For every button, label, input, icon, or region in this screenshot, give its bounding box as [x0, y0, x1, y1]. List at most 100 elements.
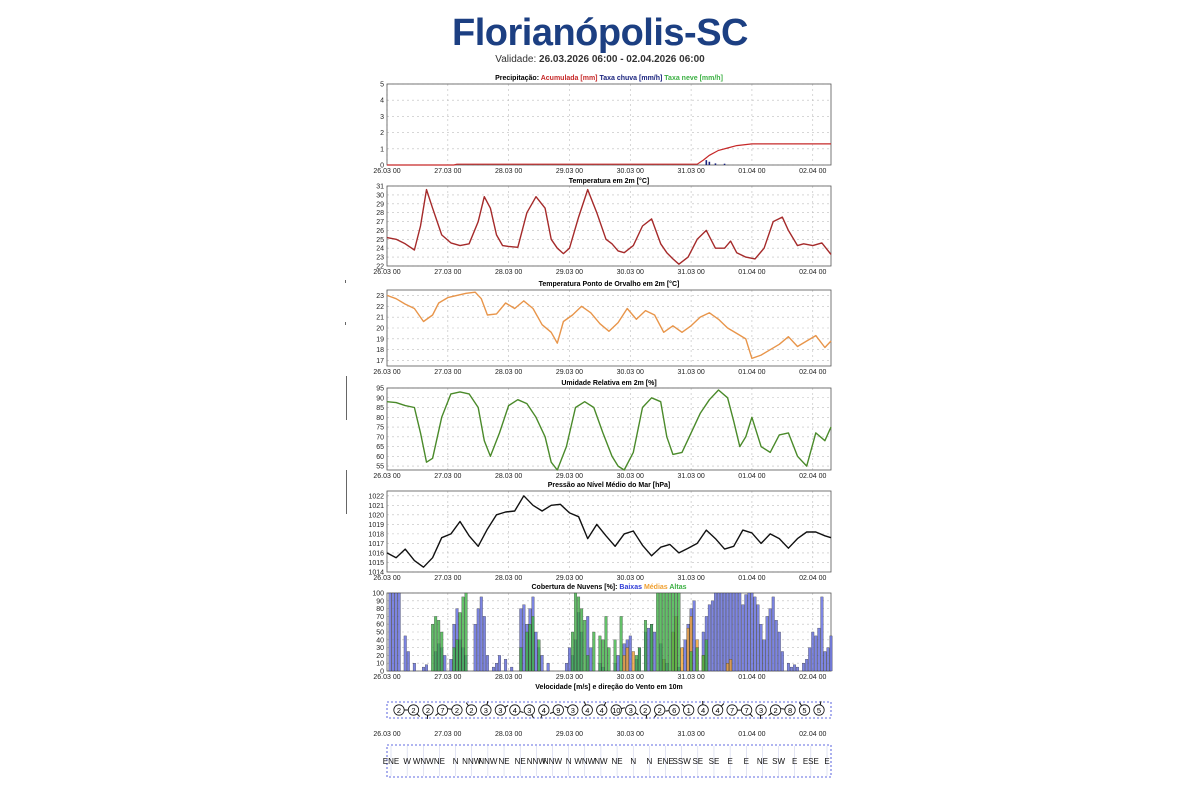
x-tick-label: 02.04 00 — [799, 575, 826, 582]
cloud-bar-médias — [625, 647, 629, 672]
wind-speed-label: 1 — [687, 706, 691, 715]
cloud-bar-altas — [519, 647, 523, 672]
x-tick-label: 30.03 00 — [617, 575, 644, 582]
cloud-bar-baixas — [753, 596, 757, 672]
wind-speed-circle — [596, 704, 608, 716]
x-tick-label: 30.03 00 — [617, 473, 644, 480]
wind-direction-arrow — [504, 704, 509, 708]
cloud-bar-baixas — [817, 627, 821, 672]
cloud-bar-baixas — [589, 647, 593, 672]
cloud-bar-altas — [662, 592, 666, 672]
wind-speed-label: 3 — [484, 706, 488, 715]
wind-direction-label: NNW — [478, 757, 498, 766]
precip-rate-bar — [723, 163, 726, 165]
cloud-bar-baixas — [732, 592, 736, 672]
cloud-bar-baixas — [790, 666, 793, 672]
wind-direction-arrow — [486, 701, 489, 706]
wind-speed-label: 2 — [411, 706, 415, 715]
x-tick-label: 02.04 00 — [799, 168, 826, 175]
cloud-bar-altas — [452, 647, 456, 672]
chart-title: Pressão ao Nível Médio do Mar [hPa] — [548, 482, 671, 489]
precip-rate-bar — [714, 163, 717, 165]
wind-direction-label: NE — [498, 757, 509, 766]
chart-title: Temperatura em 2m [°C] — [569, 177, 649, 185]
wind-speed-circle — [654, 704, 666, 716]
wind-direction-label: N — [630, 757, 636, 766]
wind-speed-label: 4 — [585, 706, 589, 715]
wind-speed-label: 3 — [498, 706, 502, 715]
wind-direction-label: ENE — [657, 757, 673, 766]
cloud-bar-altas — [619, 616, 623, 672]
y-tick-label: 1019 — [368, 522, 384, 529]
cloud-bar-baixas — [741, 604, 745, 672]
x-tick-label: 01.04 00 — [738, 731, 765, 738]
y-tick-label: 1022 — [368, 493, 384, 500]
wind-direction-label: E — [744, 757, 749, 766]
cloud-bar-altas — [665, 592, 669, 672]
cloud-bar-baixas — [735, 592, 739, 672]
cloud-bar-baixas — [759, 624, 763, 672]
cloud-bar-baixas — [771, 596, 775, 672]
wind-speed-label: 5 — [817, 706, 821, 715]
cloud-bar-baixas — [394, 592, 398, 672]
x-tick-label: 31.03 00 — [677, 269, 704, 276]
wind-speed-label: 3 — [527, 706, 531, 715]
cloud-bar-altas — [583, 620, 587, 672]
chart-title-part: Acumulada [mm] — [541, 75, 600, 82]
cloud-bar-altas — [437, 620, 441, 672]
cloud-bar-altas — [434, 616, 438, 672]
cloud-bar-altas — [644, 620, 647, 672]
cloud-bar-baixas — [391, 592, 395, 672]
y-tick-label: 22 — [376, 304, 384, 311]
cloud-bar-baixas — [473, 624, 477, 672]
wind-speed-label: 7 — [440, 706, 444, 715]
cloud-bar-baixas — [443, 655, 447, 672]
wind-speed-label: 3 — [759, 706, 763, 715]
wind-direction-label: ESE — [803, 757, 819, 766]
x-tick-label: 02.04 00 — [799, 731, 826, 738]
x-tick-label: 31.03 00 — [677, 473, 704, 480]
wind-speed-frame — [386, 701, 832, 719]
plot-frame — [386, 185, 832, 267]
cloud-bar-altas — [431, 624, 435, 672]
wind-speed-label: 7 — [730, 706, 734, 715]
cloud-bar-altas — [701, 655, 705, 672]
x-tick-label: 26.03 00 — [373, 473, 400, 480]
chart-title: Velocidade [m/s] e direção do Vento em 1… — [535, 684, 682, 691]
cloud-bar-baixas — [491, 666, 495, 672]
x-tick-label: 26.03 00 — [373, 269, 400, 276]
cloud-bar-baixas — [805, 659, 809, 672]
cloud-bar-altas — [613, 639, 617, 672]
wind-direction-label: NNW — [462, 757, 482, 766]
x-tick-label: 28.03 00 — [495, 731, 522, 738]
wind-direction-arrow — [519, 710, 524, 713]
cloud-bar-baixas — [823, 651, 827, 672]
cloud-bar-baixas — [777, 631, 781, 672]
cloud-bar-baixas — [814, 635, 818, 672]
wind-speed-circle — [639, 704, 651, 716]
wind-speed-circle — [494, 704, 506, 716]
wind-speed-circle — [552, 704, 564, 716]
wind-speed-label: 2 — [426, 706, 430, 715]
y-tick-label: 26 — [376, 228, 384, 235]
stray-mark — [345, 322, 346, 325]
x-tick-label: 02.04 00 — [799, 473, 826, 480]
wind-direction-arrow — [603, 701, 607, 706]
y-tick-label: 40 — [376, 637, 384, 644]
chart-title: Cobertura de Nuvens [%]: Baixas Médias A… — [532, 584, 687, 591]
wind-direction-label: SSW — [673, 757, 692, 766]
wind-direction-arrow — [720, 703, 725, 707]
cloud-bar-altas — [571, 631, 574, 672]
x-tick-label: 28.03 00 — [495, 674, 522, 681]
wind-speed-label: 2 — [643, 706, 647, 715]
wind-direction-frame — [386, 744, 832, 778]
cloud-bar-baixas — [829, 635, 833, 672]
y-tick-label: 20 — [376, 326, 384, 333]
cloud-bar-médias — [729, 659, 733, 672]
cloud-bar-altas — [607, 647, 611, 672]
wind-direction-label: E — [792, 757, 797, 766]
chart-title-part: Cobertura de Nuvens [%]: — [532, 584, 620, 591]
cloud-bar-baixas — [723, 592, 727, 672]
x-tick-label: 01.04 00 — [738, 269, 765, 276]
y-tick-label: 5 — [380, 82, 384, 89]
